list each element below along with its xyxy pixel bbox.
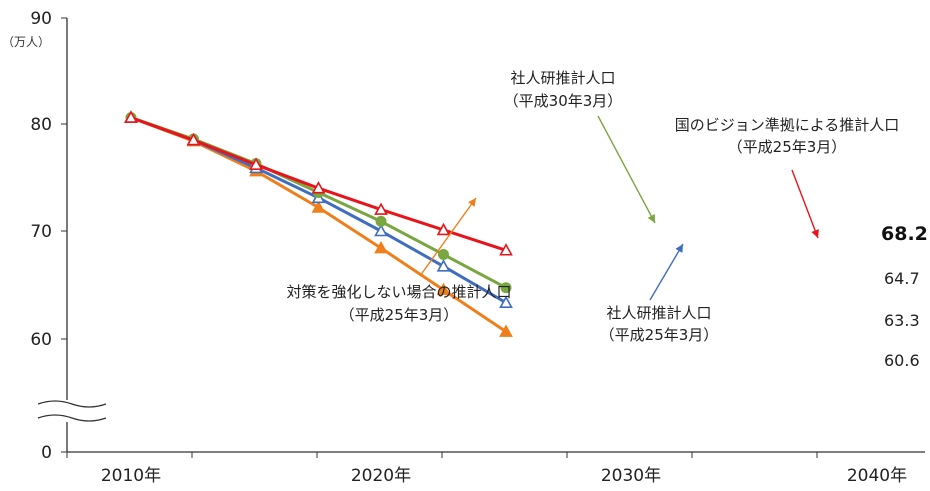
- x-tick-label: 2040年: [847, 466, 907, 486]
- series-group: [124, 110, 513, 337]
- y-unit-label: （万人）: [2, 35, 50, 49]
- data-point: [438, 249, 449, 261]
- data-point: [436, 222, 451, 236]
- leader-arrow: [419, 197, 477, 277]
- leader-line: [597, 115, 656, 224]
- leader-arrow: [649, 243, 684, 301]
- annotation-line: （平成25年3月）: [340, 306, 459, 324]
- leader-line: [419, 197, 477, 277]
- x-tick-label: 2030年: [601, 466, 661, 486]
- arrow-head-icon: [647, 214, 655, 223]
- arrow-head-icon: [675, 244, 683, 253]
- data-point: [249, 157, 263, 170]
- y-tick-label: 60: [30, 330, 52, 350]
- end-value-label: 60.6: [884, 351, 920, 370]
- data-point: [374, 202, 388, 215]
- data-point: [436, 282, 451, 296]
- y-tick-label: 90: [30, 9, 52, 29]
- y-tick-label: 70: [30, 222, 52, 242]
- arrow-head-icon: [468, 198, 476, 207]
- leader-line: [791, 169, 819, 239]
- series-group: [124, 110, 513, 256]
- data-point: [311, 181, 326, 194]
- annotation-line: （平成25年3月）: [728, 138, 847, 156]
- data-point: [186, 132, 201, 146]
- y-tick-label: 80: [30, 115, 52, 135]
- annotation-line: （平成30年3月）: [504, 92, 623, 110]
- x-tick-label: 2020年: [351, 466, 411, 486]
- annotation-line: 対策を強化しない場合の推計人口: [286, 283, 511, 301]
- annotation-line: 社人研推計人口: [606, 304, 711, 322]
- annotation-line: （平成25年3月）: [600, 326, 719, 344]
- data-point: [375, 215, 387, 227]
- end-value-label: 64.7: [884, 269, 920, 288]
- end-value-label: 68.2: [881, 223, 928, 245]
- data-point: [500, 282, 512, 294]
- annotation-line: 社人研推計人口: [510, 69, 615, 87]
- axis-break-icon: [37, 400, 108, 422]
- arrow-layer: [419, 115, 819, 301]
- leader-arrow: [791, 169, 819, 239]
- data-point: [436, 259, 451, 272]
- data-point: [311, 200, 326, 213]
- annotation-line: 国のビジョン準拠による推計人口: [675, 116, 900, 134]
- y-tick-label: 0: [41, 443, 52, 463]
- data-point: [374, 223, 388, 237]
- data-point: [374, 240, 388, 254]
- data-point: [124, 110, 138, 123]
- data-point: [499, 243, 513, 256]
- data-point: [499, 295, 513, 308]
- arrow-head-icon: [811, 229, 819, 238]
- leader-arrow: [597, 115, 656, 224]
- x-tick-label: 2010年: [101, 466, 161, 486]
- end-value-label: 63.3: [884, 311, 920, 330]
- leader-line: [649, 243, 684, 301]
- series-layer: [124, 110, 513, 337]
- data-point: [499, 324, 513, 337]
